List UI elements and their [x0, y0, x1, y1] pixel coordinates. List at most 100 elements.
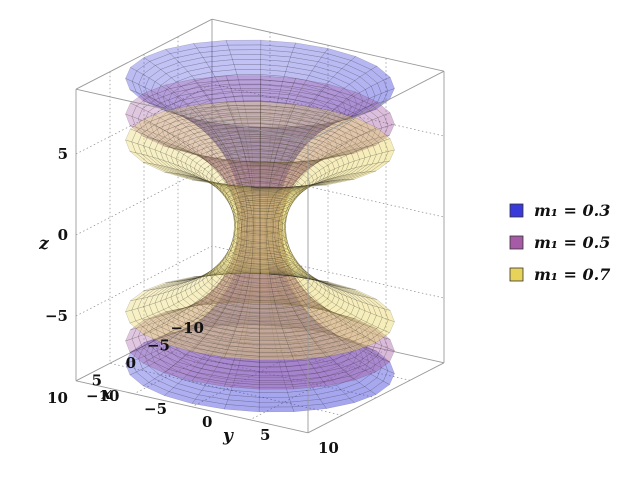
surface-patch	[305, 131, 313, 142]
surface-patch	[316, 108, 329, 120]
surface-patch	[243, 149, 253, 158]
surface-patch	[236, 132, 260, 137]
y-tick-label: 10	[318, 439, 339, 457]
surface-patch	[259, 187, 267, 195]
surface-patch	[279, 184, 283, 196]
surface-patch	[240, 164, 248, 174]
surface-patch	[274, 181, 280, 193]
surface-patch	[283, 71, 310, 81]
surface-patch	[291, 143, 299, 154]
legend-label: m₁ = 0.7	[534, 265, 610, 284]
surface-patch	[273, 189, 279, 201]
surface-patch	[260, 123, 273, 132]
surface-patch	[259, 196, 266, 208]
surface-patch	[243, 179, 250, 190]
surface-patch	[269, 156, 282, 163]
surface-patch	[320, 121, 339, 130]
surface-patch	[259, 161, 271, 167]
surface-patch	[292, 144, 305, 152]
box-edge-back	[211, 310, 445, 364]
surface-patch	[277, 166, 285, 177]
surface-patch	[383, 76, 395, 92]
surface-patch	[242, 168, 253, 176]
surface-patch	[233, 129, 260, 134]
surface-patch	[288, 109, 304, 120]
surface-patch	[252, 180, 261, 188]
surface-patch	[249, 199, 256, 210]
surface-patch	[281, 126, 295, 136]
surface-patch	[282, 76, 307, 86]
surface-patch	[243, 149, 261, 154]
surface-patch	[327, 110, 336, 122]
surface-patch	[271, 149, 287, 155]
surface-patch	[259, 181, 268, 188]
surface-patch	[245, 157, 261, 162]
surface-patch	[258, 126, 294, 128]
surface-patch	[259, 145, 276, 149]
surface-patch	[249, 177, 261, 183]
surface-patch	[245, 150, 260, 155]
surface-patch	[258, 355, 295, 361]
surface-patch	[278, 195, 282, 206]
surface-patch	[305, 131, 321, 139]
surface-patch	[298, 141, 304, 152]
surface-patch	[276, 191, 281, 203]
surface-patch	[259, 225, 268, 232]
surface-patch	[296, 118, 310, 129]
surface-patch	[250, 170, 261, 177]
surface-patch	[208, 64, 236, 73]
surface-patch	[285, 115, 301, 125]
surface-patch	[228, 130, 241, 140]
surface-patch	[371, 82, 382, 97]
surface-patch	[234, 117, 249, 126]
surface-patch	[259, 166, 270, 172]
surface-patch	[365, 85, 376, 99]
surface-patch	[294, 150, 301, 160]
surface-patch	[297, 144, 307, 153]
surface-patch	[204, 122, 233, 129]
surface-patch	[259, 131, 286, 134]
surface-patch	[272, 165, 280, 175]
surface-patch	[249, 136, 261, 144]
surface-patch	[259, 151, 274, 155]
surface-patch	[259, 175, 268, 182]
surface-patch	[253, 193, 261, 202]
surface-patch	[308, 117, 319, 128]
surface-patch	[299, 113, 314, 124]
surface-patch	[259, 273, 271, 279]
surface-patch	[239, 136, 260, 141]
surface-patch	[258, 396, 291, 403]
surface-patch	[248, 169, 261, 174]
surface-patch	[252, 233, 261, 243]
surface-patch	[274, 107, 291, 116]
surface-patch	[260, 59, 290, 67]
z-axis-label: z	[38, 234, 49, 254]
surface-patch	[274, 141, 293, 146]
surface-patch	[276, 163, 287, 171]
surface-patch	[312, 126, 330, 134]
surface-patch	[224, 95, 244, 103]
surface-patch	[285, 156, 296, 165]
surface-patch	[272, 215, 276, 231]
surface-patch	[269, 188, 276, 200]
surface-patch	[272, 206, 277, 218]
surface-patch	[327, 116, 336, 127]
grid-line-y	[249, 58, 387, 421]
surface-patch	[254, 200, 261, 210]
surface-patch	[258, 127, 291, 129]
surface-patch	[332, 115, 354, 124]
surface-patch	[353, 92, 364, 105]
surface-patch	[281, 151, 295, 158]
surface-patch	[283, 170, 288, 181]
surface-patch	[347, 103, 358, 116]
surface-patch	[259, 200, 266, 210]
surface-patch	[268, 197, 274, 210]
surface-patch	[252, 156, 261, 165]
surface-patch	[278, 91, 299, 101]
surface-patch	[291, 153, 299, 162]
surface-patch	[285, 126, 314, 131]
surface-patch	[258, 348, 292, 353]
surface-patch	[278, 171, 287, 180]
surface-patch	[242, 95, 261, 102]
surface-patch	[359, 72, 378, 87]
